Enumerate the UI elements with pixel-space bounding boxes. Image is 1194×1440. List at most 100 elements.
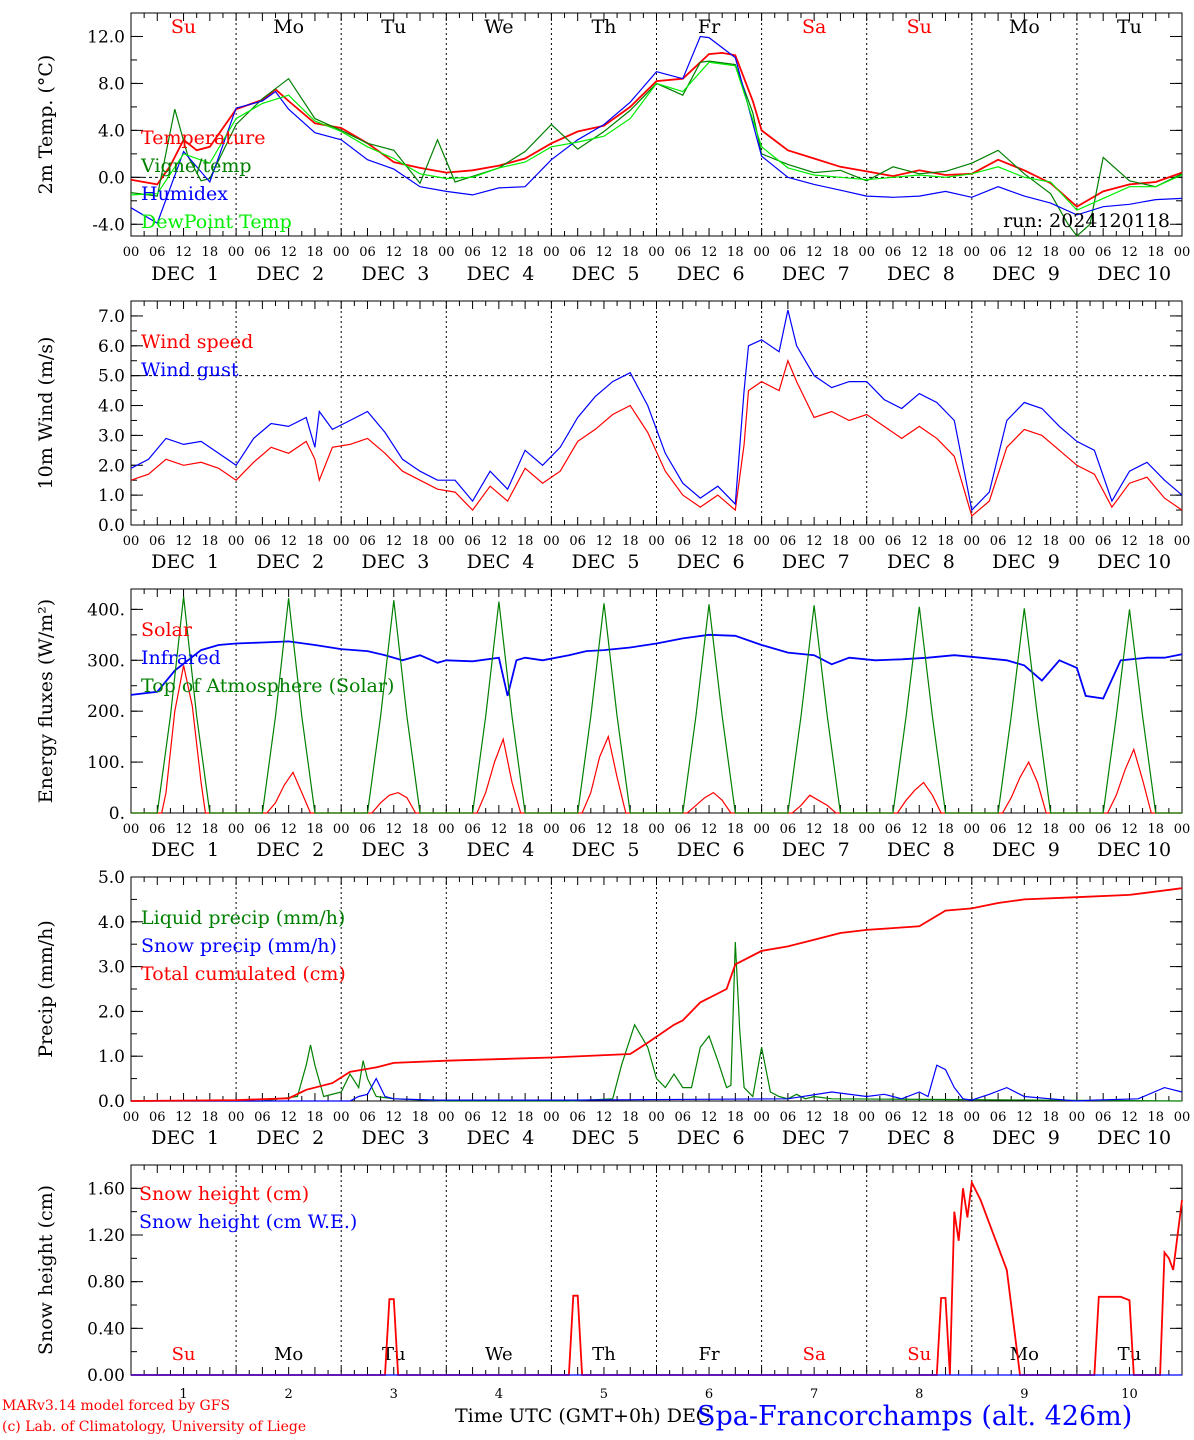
legend-entry: Wind gust — [141, 359, 239, 381]
x-hour-label: 18 — [622, 822, 639, 837]
x-hour-label: 18 — [832, 534, 849, 549]
y-tick-label: 1.60 — [87, 1179, 125, 1199]
y-tick-label: 400. — [87, 600, 125, 620]
x-hour-label: 12 — [175, 822, 192, 837]
x-hour-label: 12 — [1121, 1110, 1138, 1125]
y-tick-label: 4.0 — [98, 913, 125, 933]
x-hour-label: 18 — [937, 245, 954, 260]
x-hour-label: 12 — [385, 534, 402, 549]
x-hour-label: 12 — [491, 822, 508, 837]
x-hour-label: 18 — [727, 1110, 744, 1125]
x-day-label: DEC 8 — [887, 263, 955, 285]
x-hour-label: 06 — [675, 822, 692, 837]
x-hour-label: 12 — [806, 1110, 823, 1125]
x-day-label: DEC 1 — [151, 263, 219, 285]
x-hour-label: 18 — [937, 1110, 954, 1125]
x-hour-label: 12 — [1016, 245, 1033, 260]
x-hour-label: 18 — [832, 1110, 849, 1125]
x-hour-label: 12 — [596, 822, 613, 837]
x-hour-label: 12 — [911, 534, 928, 549]
x-hour-label: 06 — [990, 245, 1007, 260]
y-tick-label: 1.0 — [98, 486, 125, 506]
x-hour-label: 12 — [491, 245, 508, 260]
series-line-dewpoint-temp — [130, 61, 1183, 211]
x-hour-label: 00 — [1069, 534, 1086, 549]
x-hour-label: 00 — [123, 1110, 140, 1125]
x-hour-label: 06 — [780, 245, 797, 260]
weekday-label: Mo — [274, 1344, 303, 1365]
x-day-label: DEC 3 — [361, 839, 429, 861]
x-day-label: DEC 8 — [887, 551, 955, 573]
legend-entry: Wind speed — [141, 331, 253, 353]
x-hour-label: 18 — [622, 534, 639, 549]
x-hour-label: 00 — [123, 534, 140, 549]
x-hour-label: 00 — [543, 534, 560, 549]
panel-snow_height: 0.00 0.40 0.80 1.20 1.60 1 2 3 4 5 6 7 8 9 10 Su Mo Tu We T… — [35, 1164, 1183, 1402]
x-hour-label: 06 — [885, 822, 902, 837]
x-hour-label: 06 — [359, 1110, 376, 1125]
x-hour-label: 18 — [727, 534, 744, 549]
x-hour-label: 12 — [385, 245, 402, 260]
panel-precip: 0.0 1.0 2.0 3.0 4.0 5.0 00 06 12 18 00 06 12 18 00 06 12… — [35, 868, 1190, 1149]
x-hour-label: 06 — [990, 822, 1007, 837]
x-hour-label: 06 — [569, 822, 586, 837]
x-day-number: 8 — [915, 1387, 923, 1402]
lab-credit-line: (c) Lab. of Climatology, University of L… — [2, 1419, 307, 1435]
x-hour-label: 06 — [569, 245, 586, 260]
weekday-label: Su — [907, 16, 932, 38]
x-hour-label: 06 — [254, 245, 271, 260]
legend-entry: Solar — [141, 619, 193, 641]
x-hour-label: 00 — [1069, 1110, 1086, 1125]
x-day-label: DEC 8 — [887, 1127, 955, 1149]
x-hour-label: 12 — [806, 822, 823, 837]
x-day-label: DEC 10 — [1097, 839, 1171, 861]
weekday-label: Mo — [1010, 1344, 1039, 1365]
series-line-solar — [131, 665, 1182, 814]
series-line-vigne-temp — [130, 60, 1183, 237]
x-hour-label: 06 — [1095, 822, 1112, 837]
x-day-label: DEC 7 — [782, 1127, 850, 1149]
x-day-label: DEC 3 — [361, 551, 429, 573]
legend-entry: Total cumulated (cm) — [141, 963, 346, 985]
legend-entry: Liquid precip (mm/h) — [141, 907, 345, 929]
x-hour-label: 12 — [806, 245, 823, 260]
x-hour-label: 00 — [648, 1110, 665, 1125]
x-hour-label: 00 — [333, 822, 350, 837]
x-hour-label: 12 — [1016, 534, 1033, 549]
x-hour-label: 06 — [464, 534, 481, 549]
weekday-label: Fr — [699, 1344, 720, 1365]
x-hour-label: 06 — [885, 245, 902, 260]
y-axis-label: 2m Temp. (°C) — [35, 55, 57, 195]
x-hour-label: 18 — [727, 245, 744, 260]
x-day-label: DEC 3 — [361, 263, 429, 285]
y-axis-label: Energy fluxes (W/m²) — [35, 599, 57, 803]
x-hour-label: 12 — [280, 534, 297, 549]
x-hour-label: 18 — [832, 245, 849, 260]
series-line-liquid-precip-mm-h — [131, 941, 1183, 1102]
y-tick-label: 5.0 — [98, 868, 125, 888]
x-hour-label: 06 — [149, 822, 166, 837]
x-hour-label: 18 — [517, 245, 534, 260]
x-hour-label: 18 — [517, 822, 534, 837]
x-hour-label: 18 — [727, 822, 744, 837]
x-hour-label: 00 — [858, 822, 875, 837]
x-hour-label: 00 — [858, 245, 875, 260]
y-tick-label: 0.0 — [98, 168, 125, 188]
x-day-label: DEC 5 — [572, 551, 640, 573]
legend-entry: DewPoint Temp — [141, 211, 292, 233]
x-day-label: DEC 6 — [677, 263, 745, 285]
x-day-label: DEC 4 — [467, 263, 535, 285]
y-tick-label: 1.0 — [98, 1047, 125, 1067]
y-tick-label: 0.0 — [98, 1092, 125, 1112]
x-hour-label: 18 — [937, 534, 954, 549]
y-tick-label: 4.0 — [98, 121, 125, 141]
x-hour-label: 12 — [806, 534, 823, 549]
x-day-label: DEC 6 — [677, 839, 745, 861]
x-hour-label: 18 — [622, 1110, 639, 1125]
y-tick-label: 2.0 — [98, 1002, 125, 1022]
legend-entry: Snow height (cm W.E.) — [139, 1211, 357, 1233]
weekday-label: Tu — [382, 1344, 406, 1365]
legend-entry: Snow precip (mm/h) — [141, 935, 337, 957]
y-tick-label: 200. — [87, 702, 125, 722]
